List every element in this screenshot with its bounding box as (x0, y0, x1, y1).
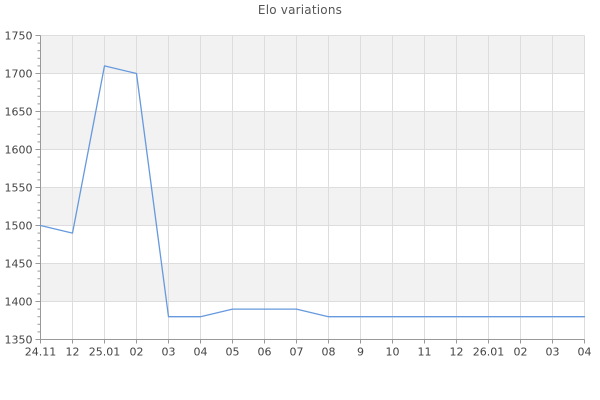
chart-title: Elo variations (257, 3, 343, 17)
y-axis-tick-label: 1350 (5, 334, 33, 347)
y-axis-tick-label: 1700 (5, 68, 33, 81)
x-axis-tick-label: 11 (418, 346, 432, 359)
y-axis-tick-label: 1550 (5, 182, 33, 195)
x-axis-tick-label: 06 (258, 346, 272, 359)
y-axis-tick-label: 1450 (5, 258, 33, 271)
x-axis-tick-label: 03 (546, 346, 560, 359)
y-axis-tick-label: 1650 (5, 106, 33, 119)
x-axis-tick-label: 9 (357, 346, 364, 359)
y-band-group (40, 35, 585, 340)
x-axis-tick-label: 12 (450, 346, 464, 359)
x-axis-tick-label: 12 (66, 346, 80, 359)
x-axis-tick-label: 03 (162, 346, 176, 359)
y-axis-tick-label: 1400 (5, 296, 33, 309)
y-axis-tick-label: 1500 (5, 220, 33, 233)
x-axis-tick-label: 04 (578, 346, 592, 359)
x-axis-tick-label: 26.01 (473, 346, 505, 359)
axis-lines (40, 35, 585, 340)
x-axis-tick-label: 08 (322, 346, 336, 359)
elo-series-line (39, 65, 586, 318)
x-axis-tick-label: 10 (386, 346, 400, 359)
x-axis-tick-label: 24.11 (25, 346, 57, 359)
x-axis-tick-label: 02 (130, 346, 144, 359)
x-axis-tick-label: 04 (194, 346, 208, 359)
y-axis-tick-label: 1750 (5, 30, 33, 43)
x-axis-tick-label: 07 (290, 346, 304, 359)
x-axis-tick-label: 02 (514, 346, 528, 359)
x-axis-tick-label: 25.01 (89, 346, 121, 359)
x-axis-labels: 24.11 12 25.01 02 03 04 05 06 07 08 9 10 11 12 26.01 02… (25, 346, 592, 359)
y-axis-tick-label: 1600 (5, 144, 33, 157)
x-axis-tick-group (40, 339, 585, 344)
vertical-gridline-group (40, 35, 585, 340)
y-axis-labels: 1350 1400 1450 1500 1550 1600 1650 1700 1750 (5, 30, 33, 347)
x-axis-tick-label: 05 (226, 346, 240, 359)
y-axis-tick-group (35, 35, 41, 340)
